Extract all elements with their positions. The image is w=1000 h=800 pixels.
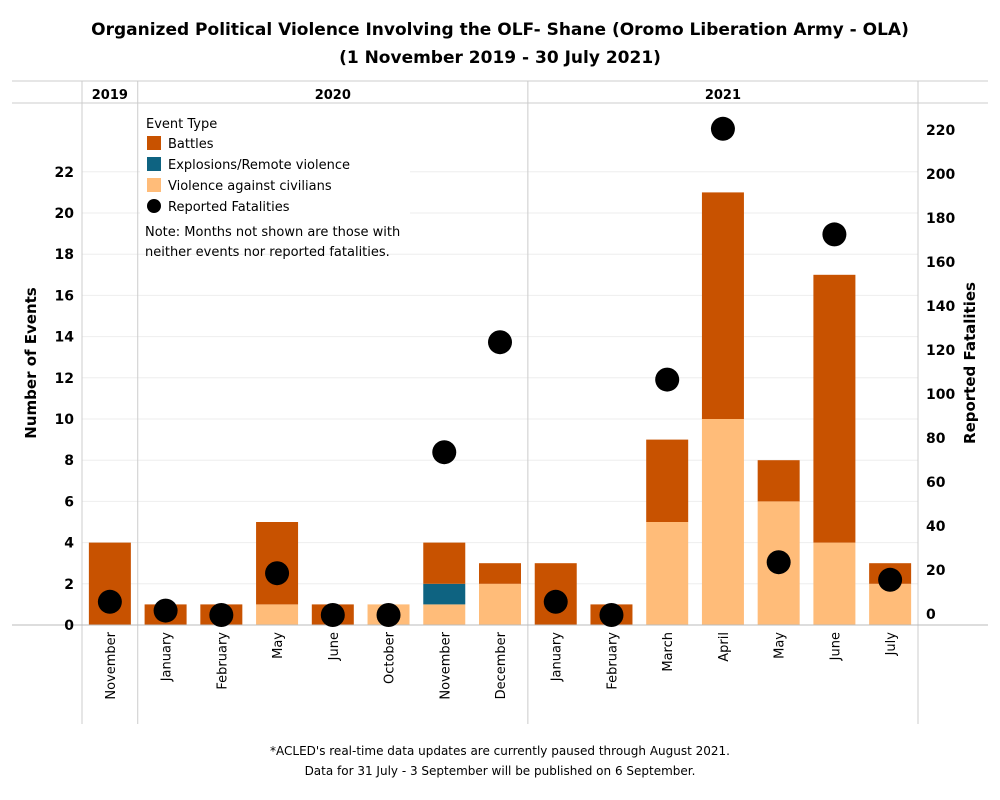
- chart-note-line-0: Note: Months not shown are those with: [145, 225, 400, 240]
- year-label-2021: 2021: [705, 88, 741, 103]
- y2-tick-0: 0: [926, 607, 936, 623]
- y-tick-0: 0: [64, 618, 74, 634]
- fatality-dot-2: [209, 603, 234, 627]
- y-tick-2: 2: [64, 577, 74, 593]
- x-tick-4: June: [327, 632, 342, 661]
- y-tick-12: 12: [55, 371, 74, 387]
- bar-civilians-7: [479, 583, 521, 625]
- x-tick-13: June: [828, 632, 843, 661]
- x-tick-14: July: [884, 632, 899, 657]
- legend-background: [140, 110, 410, 220]
- y-tick-20: 20: [55, 206, 75, 222]
- x-tick-10: March: [661, 632, 676, 672]
- fatality-dot-5: [376, 603, 401, 627]
- bar-civilians-3: [256, 604, 299, 625]
- fatality-dot-8: [543, 589, 568, 614]
- y-tick-6: 6: [64, 494, 74, 510]
- fatality-dot-12: [766, 550, 791, 575]
- y2-tick-40: 40: [926, 519, 946, 535]
- x-tick-1: January: [160, 632, 175, 683]
- fatality-dot-9: [599, 603, 624, 627]
- x-tick-8: January: [550, 632, 565, 683]
- x-tick-9: February: [605, 632, 620, 690]
- bar-battles-11: [701, 192, 744, 419]
- legend-entry-2: Violence against civilians: [168, 179, 332, 194]
- year-label-2019: 2019: [92, 88, 128, 103]
- bar-battles-10: [646, 439, 689, 522]
- bar-battles-7: [479, 563, 521, 584]
- x-tick-7: December: [494, 631, 509, 699]
- legend-entry-3: Reported Fatalities: [168, 200, 290, 215]
- bar-battles-13: [813, 274, 856, 543]
- bar-civilians-10: [646, 522, 689, 625]
- y2-tick-100: 100: [926, 387, 955, 403]
- bar-civilians-11: [701, 419, 744, 625]
- legend-title: Event Type: [146, 117, 217, 132]
- y2-tick-180: 180: [926, 211, 955, 227]
- y2-axis-label: Reported Fatalities: [961, 282, 979, 444]
- y2-tick-20: 20: [926, 563, 946, 579]
- y-tick-8: 8: [64, 453, 74, 469]
- fatality-dot-13: [822, 222, 847, 247]
- year-label-2020: 2020: [315, 88, 351, 103]
- x-tick-12: May: [773, 632, 788, 659]
- fatality-dot-1: [153, 598, 178, 623]
- bar-battles-12: [757, 460, 800, 502]
- fatality-dot-4: [320, 603, 345, 627]
- y2-tick-220: 220: [926, 123, 955, 139]
- fatality-dot-6: [432, 440, 457, 465]
- y2-tick-80: 80: [926, 431, 946, 447]
- fatality-dot-0: [97, 589, 122, 614]
- y-axis-label: Number of Events: [22, 287, 40, 438]
- fatality-dot-14: [878, 567, 903, 592]
- fatality-dot-10: [655, 367, 680, 392]
- footnote-line-2: Data for 31 July - 3 September will be p…: [304, 764, 696, 778]
- x-tick-6: November: [438, 631, 453, 699]
- chart-note-line-1: neither events nor reported fatalities.: [145, 245, 390, 260]
- x-tick-5: October: [383, 631, 398, 684]
- y2-tick-160: 160: [926, 255, 955, 271]
- y-tick-22: 22: [55, 165, 74, 181]
- bar-civilians-13: [813, 542, 856, 625]
- y-tick-14: 14: [55, 330, 75, 346]
- legend-swatch-3: [147, 199, 161, 213]
- legend-entry-1: Explosions/Remote violence: [168, 158, 350, 173]
- fatality-dot-11: [710, 116, 735, 141]
- footnote-line-1: *ACLED's real-time data updates are curr…: [270, 744, 730, 758]
- bar-civilians-6: [423, 604, 466, 625]
- x-tick-3: May: [271, 632, 286, 659]
- y2-tick-200: 200: [926, 167, 955, 183]
- x-tick-0: November: [104, 631, 119, 699]
- fatality-dot-3: [265, 561, 290, 586]
- legend-entry-0: Battles: [168, 137, 214, 152]
- y-tick-18: 18: [55, 247, 74, 263]
- x-tick-2: February: [215, 632, 230, 690]
- y2-tick-60: 60: [926, 475, 946, 491]
- legend-swatch-0: [147, 136, 161, 150]
- fatality-dot-7: [488, 330, 512, 355]
- y2-tick-140: 140: [926, 299, 955, 315]
- y-tick-4: 4: [64, 536, 74, 552]
- chart-title: Organized Political Violence Involving t…: [91, 20, 909, 40]
- legend-swatch-1: [147, 157, 161, 171]
- y-tick-16: 16: [55, 288, 74, 304]
- y2-tick-120: 120: [926, 343, 955, 359]
- legend-swatch-2: [147, 178, 161, 192]
- bar-battles-6: [423, 542, 466, 584]
- x-tick-11: April: [717, 632, 732, 662]
- y-tick-10: 10: [55, 412, 75, 428]
- bar-explosions-6: [423, 583, 466, 605]
- chart-subtitle: (1 November 2019 - 30 July 2021): [339, 48, 661, 68]
